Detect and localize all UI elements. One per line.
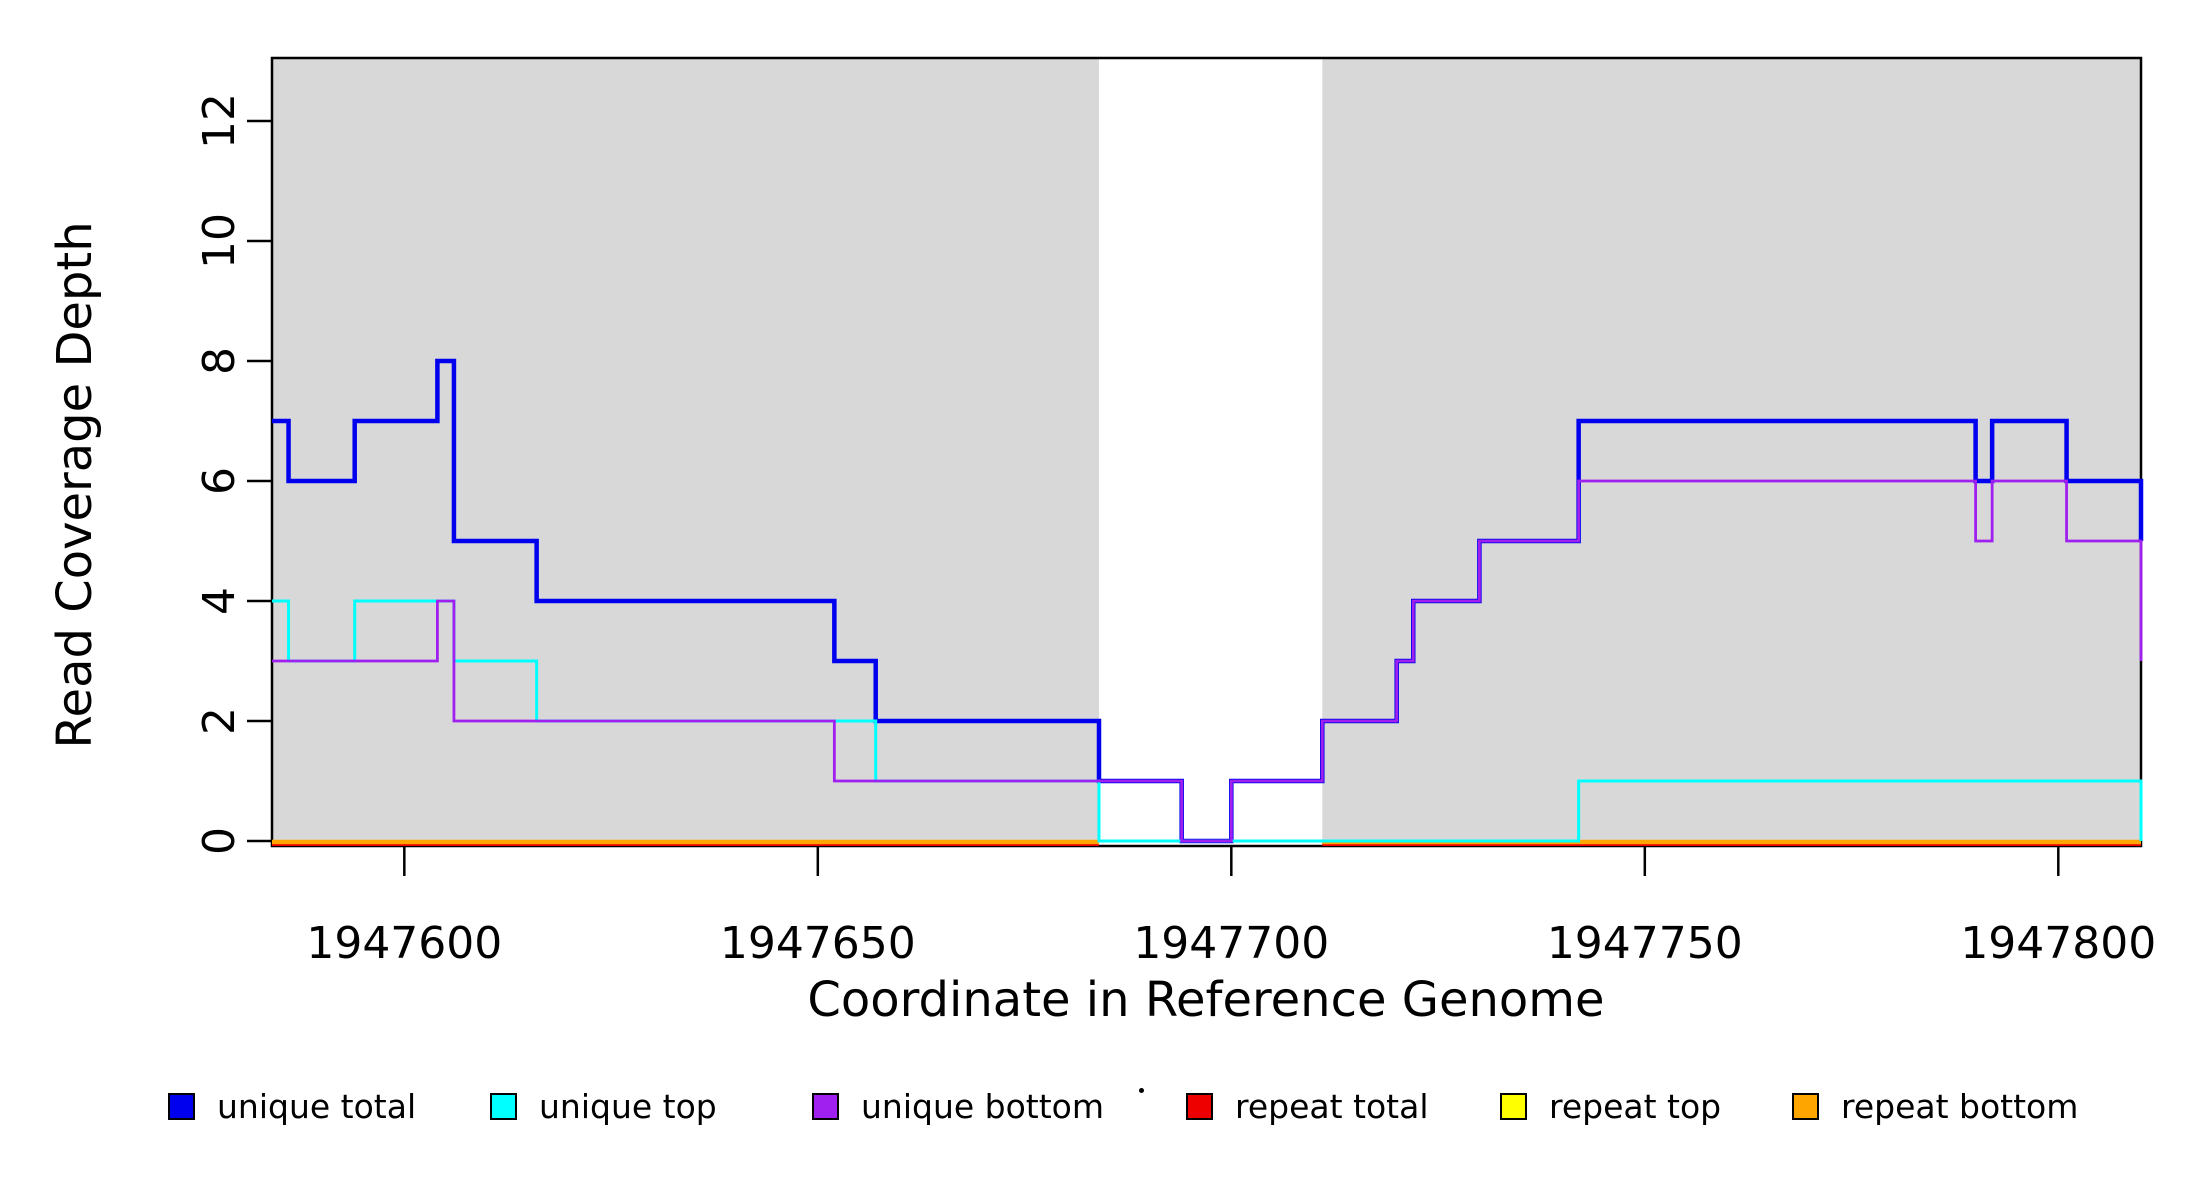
x-tick-label: 1947800 [1960, 918, 2156, 969]
legend-label: repeat top [1549, 1087, 1722, 1126]
y-tick-label: 4 [194, 587, 245, 615]
x-tick-label: 1947750 [1547, 918, 1743, 969]
shaded-region-0 [272, 58, 1099, 846]
x-axis-title: Coordinate in Reference Genome [807, 972, 1605, 1028]
legend-item-unique-top: unique top [490, 1087, 717, 1126]
legend-swatch-repeat-top [1500, 1093, 1527, 1120]
plot-box [270, 56, 2143, 848]
legend-label: repeat total [1235, 1087, 1429, 1126]
legend-label: unique bottom [861, 1087, 1105, 1126]
y-axis-title: Read Coverage Depth [47, 221, 103, 749]
y-tick-label: 8 [194, 347, 245, 375]
x-tick-label: 1947700 [1133, 918, 1329, 969]
legend-label: unique top [539, 1087, 717, 1126]
legend-item-unique-bottom: unique bottom [812, 1087, 1104, 1126]
legend-swatch-repeat-total [1186, 1093, 1213, 1120]
y-tick-label: 12 [194, 93, 245, 149]
y-tick-label: 6 [194, 467, 245, 495]
legend-swatch-unique-total [168, 1093, 195, 1120]
legend-item-unique-total: unique total [168, 1087, 416, 1126]
shaded-region-1 [1322, 58, 2141, 846]
legend-item-repeat-bottom: repeat bottom [1792, 1087, 2078, 1126]
legend-label: unique total [217, 1087, 417, 1126]
legend-swatch-unique-top [490, 1093, 517, 1120]
y-tick-label: 10 [194, 213, 245, 269]
y-tick-label: 0 [194, 827, 245, 855]
legend-label: repeat bottom [1841, 1087, 2079, 1126]
legend-swatch-repeat-bottom [1792, 1093, 1819, 1120]
x-tick-label: 1947650 [720, 918, 916, 969]
y-tick-label: 2 [194, 707, 245, 735]
coverage-line-unique-bottom [272, 479, 2143, 843]
legend-item-repeat-total: repeat total [1186, 1087, 1429, 1126]
stray-dot [1139, 1088, 1144, 1093]
x-tick-label: 1947600 [306, 918, 502, 969]
legend-swatch-unique-bottom [812, 1093, 839, 1120]
legend-item-repeat-top: repeat top [1500, 1087, 1721, 1126]
